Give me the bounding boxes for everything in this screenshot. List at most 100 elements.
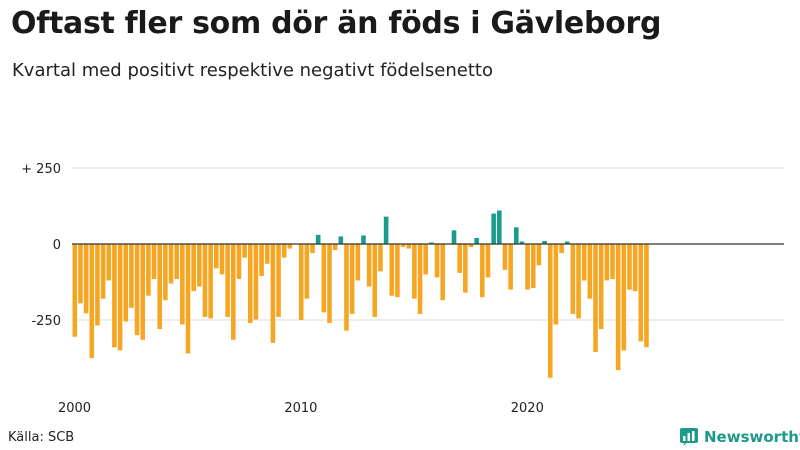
bar-positive <box>474 237 479 244</box>
bar-negative <box>83 244 89 314</box>
bar-positive <box>491 213 496 244</box>
bar-negative <box>638 244 644 342</box>
bar-negative <box>327 244 332 324</box>
bar-negative <box>197 244 202 287</box>
bar-positive <box>429 242 434 244</box>
y-tick-label: 0 <box>53 238 61 253</box>
bar-negative <box>604 244 610 281</box>
bar-negative <box>508 244 513 290</box>
bar-negative <box>253 244 259 320</box>
y-tick-label: + 250 <box>21 162 61 177</box>
bar-negative <box>434 244 440 278</box>
bar-negative <box>593 244 598 352</box>
brand-name: Newsworthy <box>704 428 800 446</box>
bar-negative <box>174 244 179 279</box>
bar-negative <box>463 244 468 293</box>
bar-negative <box>134 244 140 336</box>
bar-negative <box>598 244 604 330</box>
source-note: Källa: SCB <box>8 430 75 445</box>
bar-negative <box>349 244 355 314</box>
bar-negative <box>276 244 281 317</box>
bar-negative <box>417 244 423 314</box>
bar-negative <box>395 244 400 298</box>
bar-negative <box>332 244 338 251</box>
bar-negative <box>202 244 208 317</box>
bar-negative <box>123 244 129 322</box>
bar-negative <box>129 244 134 308</box>
bar-positive <box>451 230 457 244</box>
bar-negative <box>372 244 378 317</box>
bar-negative <box>236 244 242 279</box>
bar-negative <box>344 244 349 331</box>
bar-negative <box>230 244 236 340</box>
bar-negative <box>502 244 508 270</box>
bar-positive <box>315 234 321 244</box>
bar-negative <box>72 244 78 337</box>
bar-negative <box>570 244 576 314</box>
bar-negative <box>225 244 230 317</box>
bar-negative <box>400 244 406 248</box>
bar-negative <box>423 244 429 275</box>
y-tick-label: -250 <box>31 314 61 329</box>
bar-negative <box>378 244 383 272</box>
bar-negative <box>485 244 491 278</box>
bar-negative <box>536 244 542 266</box>
bar-negative <box>576 244 581 319</box>
bar-negative <box>632 244 638 292</box>
bar-negative <box>242 244 247 258</box>
grid-lines <box>72 167 784 321</box>
bar-negative <box>146 244 151 296</box>
bar-negative <box>581 244 587 281</box>
bar-negative <box>208 244 213 319</box>
bar-negative <box>219 244 225 275</box>
bar-negative <box>412 244 417 299</box>
x-tick-label: 2020 <box>511 401 544 416</box>
bar-negative <box>457 244 462 273</box>
bar-negative <box>440 244 445 301</box>
bar-negative <box>321 244 327 313</box>
bar-negative <box>525 244 530 290</box>
chart-title: Oftast fler som dör än föds i Gävleborg <box>11 6 662 41</box>
bar-negative <box>78 244 83 304</box>
bar-positive <box>361 235 366 244</box>
bar-negative <box>259 244 264 276</box>
bar-negative <box>644 244 649 348</box>
bar-negative <box>151 244 157 279</box>
x-tick-label: 2010 <box>284 401 317 416</box>
newsworthy-logo-icon <box>680 428 698 446</box>
bar-positive <box>542 240 547 244</box>
bar-negative <box>621 244 627 351</box>
bar-negative <box>112 244 117 348</box>
bar-negative <box>281 244 287 258</box>
bar-negative <box>89 244 95 358</box>
bar-negative <box>304 244 310 299</box>
bar-negative <box>264 244 270 264</box>
bar-negative <box>547 244 553 378</box>
bar-negative <box>95 244 100 326</box>
bar-negative <box>140 244 146 340</box>
bar-negative <box>157 244 162 330</box>
bar-negative <box>587 244 593 299</box>
bar-positive <box>383 216 389 244</box>
bar-negative <box>168 244 174 284</box>
brand-logo: Newsworthy <box>679 426 800 448</box>
bar-negative <box>270 244 276 343</box>
bar-negative <box>366 244 372 287</box>
bar-negative <box>214 244 219 269</box>
bar-negative <box>553 244 559 325</box>
bar-positive <box>513 227 519 244</box>
bar-negative <box>468 244 474 248</box>
bar-negative <box>355 244 361 281</box>
bar-negative <box>287 244 293 249</box>
bar-negative <box>310 244 315 254</box>
bar-negative <box>117 244 123 351</box>
chart-subtitle: Kvartal med positivt respektive negativt… <box>12 60 493 81</box>
bar-positive <box>338 236 344 244</box>
bar-negative <box>180 244 185 325</box>
bar-negative <box>191 244 196 292</box>
bar-negative <box>610 244 615 279</box>
bar-negative <box>559 244 564 254</box>
bar-negative <box>247 244 253 324</box>
bar-negative <box>530 244 536 289</box>
